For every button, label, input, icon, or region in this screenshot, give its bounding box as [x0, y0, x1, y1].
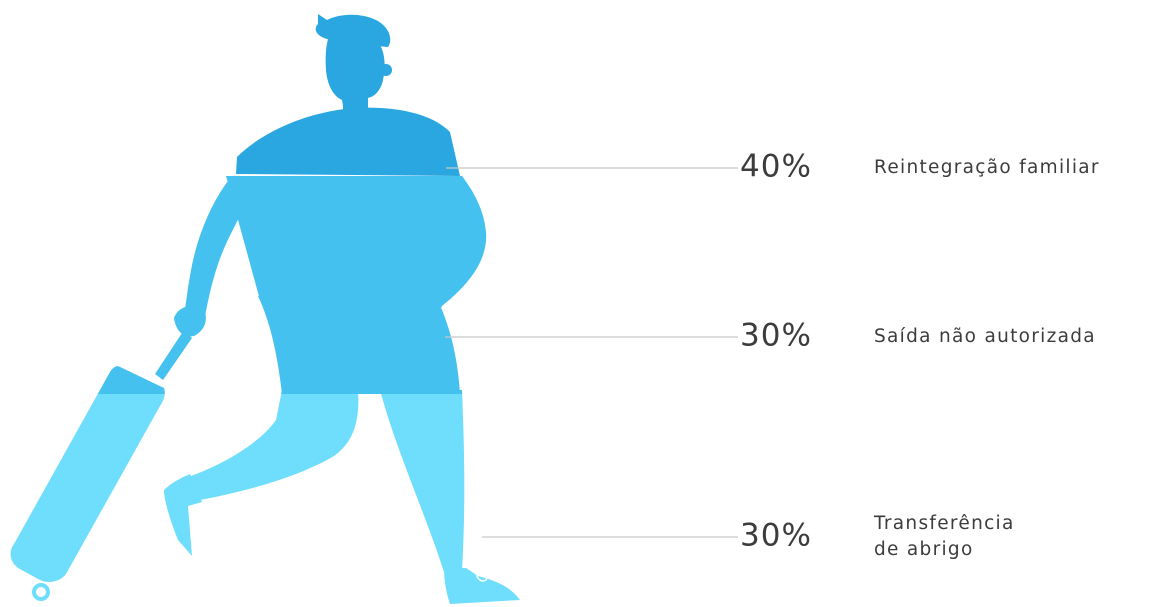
shoelace-front [476, 570, 488, 582]
segment-2: 30% Saída não autorizada [445, 318, 1096, 354]
suitcase-wheel [32, 583, 50, 601]
value-label: 30% [740, 318, 812, 354]
segment-1: 40% Reintegração familiar [446, 149, 1100, 185]
segment-3: 30% Transferência de abrigo [482, 513, 1015, 560]
annotations: 40% Reintegração familiar 30% Saída não aut… [445, 149, 1100, 560]
value-label: 40% [740, 149, 812, 185]
category-label: de abrigo [874, 539, 974, 560]
shoelace-back [198, 502, 210, 514]
category-label: Transferência [873, 513, 1015, 534]
category-label: Reintegração familiar [874, 157, 1100, 178]
category-label: Saída não autorizada [874, 326, 1096, 347]
value-label: 30% [740, 518, 812, 554]
